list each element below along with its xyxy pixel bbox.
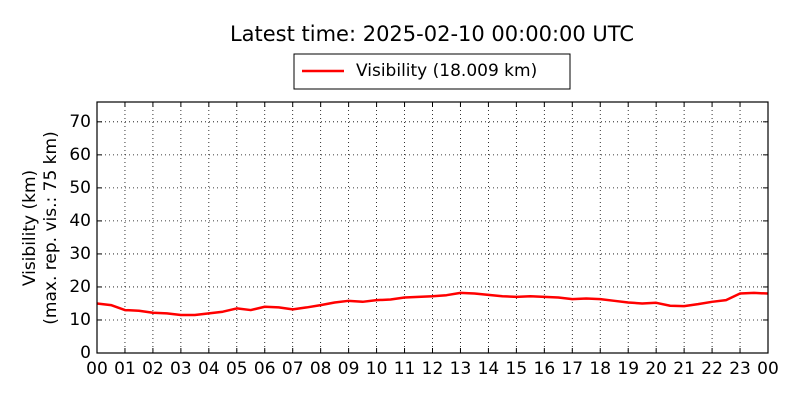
y-axis-label: (max. rep. vis.: 75 km) [41, 131, 61, 324]
legend-label: Visibility (18.009 km) [356, 61, 537, 81]
x-tick-label: 14 [478, 359, 500, 379]
y-tick-label: 20 [69, 277, 91, 297]
x-tick-label: 01 [114, 359, 136, 379]
x-tick-label: 11 [394, 359, 416, 379]
x-tick-label: 23 [729, 359, 751, 379]
x-tick-label: 09 [338, 359, 360, 379]
x-tick-label: 00 [757, 359, 779, 379]
x-tick-label: 08 [310, 359, 332, 379]
y-tick-label: 50 [69, 178, 91, 198]
y-tick-label: 70 [69, 112, 91, 132]
x-tick-label: 02 [142, 359, 164, 379]
y-tick-label: 60 [69, 145, 91, 165]
x-tick-label: 04 [198, 359, 220, 379]
x-tick-label: 07 [282, 359, 304, 379]
x-tick-label: 18 [589, 359, 611, 379]
y-axis-label: Visibility (km) [20, 170, 40, 286]
x-tick-label: 13 [450, 359, 472, 379]
x-tick-label: 00 [86, 359, 108, 379]
x-tick-label: 22 [701, 359, 723, 379]
data-line [96, 291, 769, 317]
plot-frame [96, 101, 769, 354]
x-tick-label: 06 [254, 359, 276, 379]
x-tick-label: 15 [506, 359, 528, 379]
x-tick-label: 20 [645, 359, 667, 379]
y-tick-label: 0 [80, 343, 91, 363]
x-tick-label: 10 [366, 359, 388, 379]
x-tick-label: 12 [422, 359, 444, 379]
x-tick-label: 17 [561, 359, 583, 379]
x-tick-label: 19 [617, 359, 639, 379]
chart-title: Latest time: 2025-02-10 00:00:00 UTC [230, 22, 634, 46]
y-tick-label: 30 [69, 244, 91, 264]
x-tick-label: 05 [226, 359, 248, 379]
y-tick-label: 40 [69, 211, 91, 231]
x-tick-label: 16 [534, 359, 556, 379]
y-tick-label: 10 [69, 310, 91, 330]
x-tick-label: 03 [170, 359, 192, 379]
x-tick-label: 21 [673, 359, 695, 379]
